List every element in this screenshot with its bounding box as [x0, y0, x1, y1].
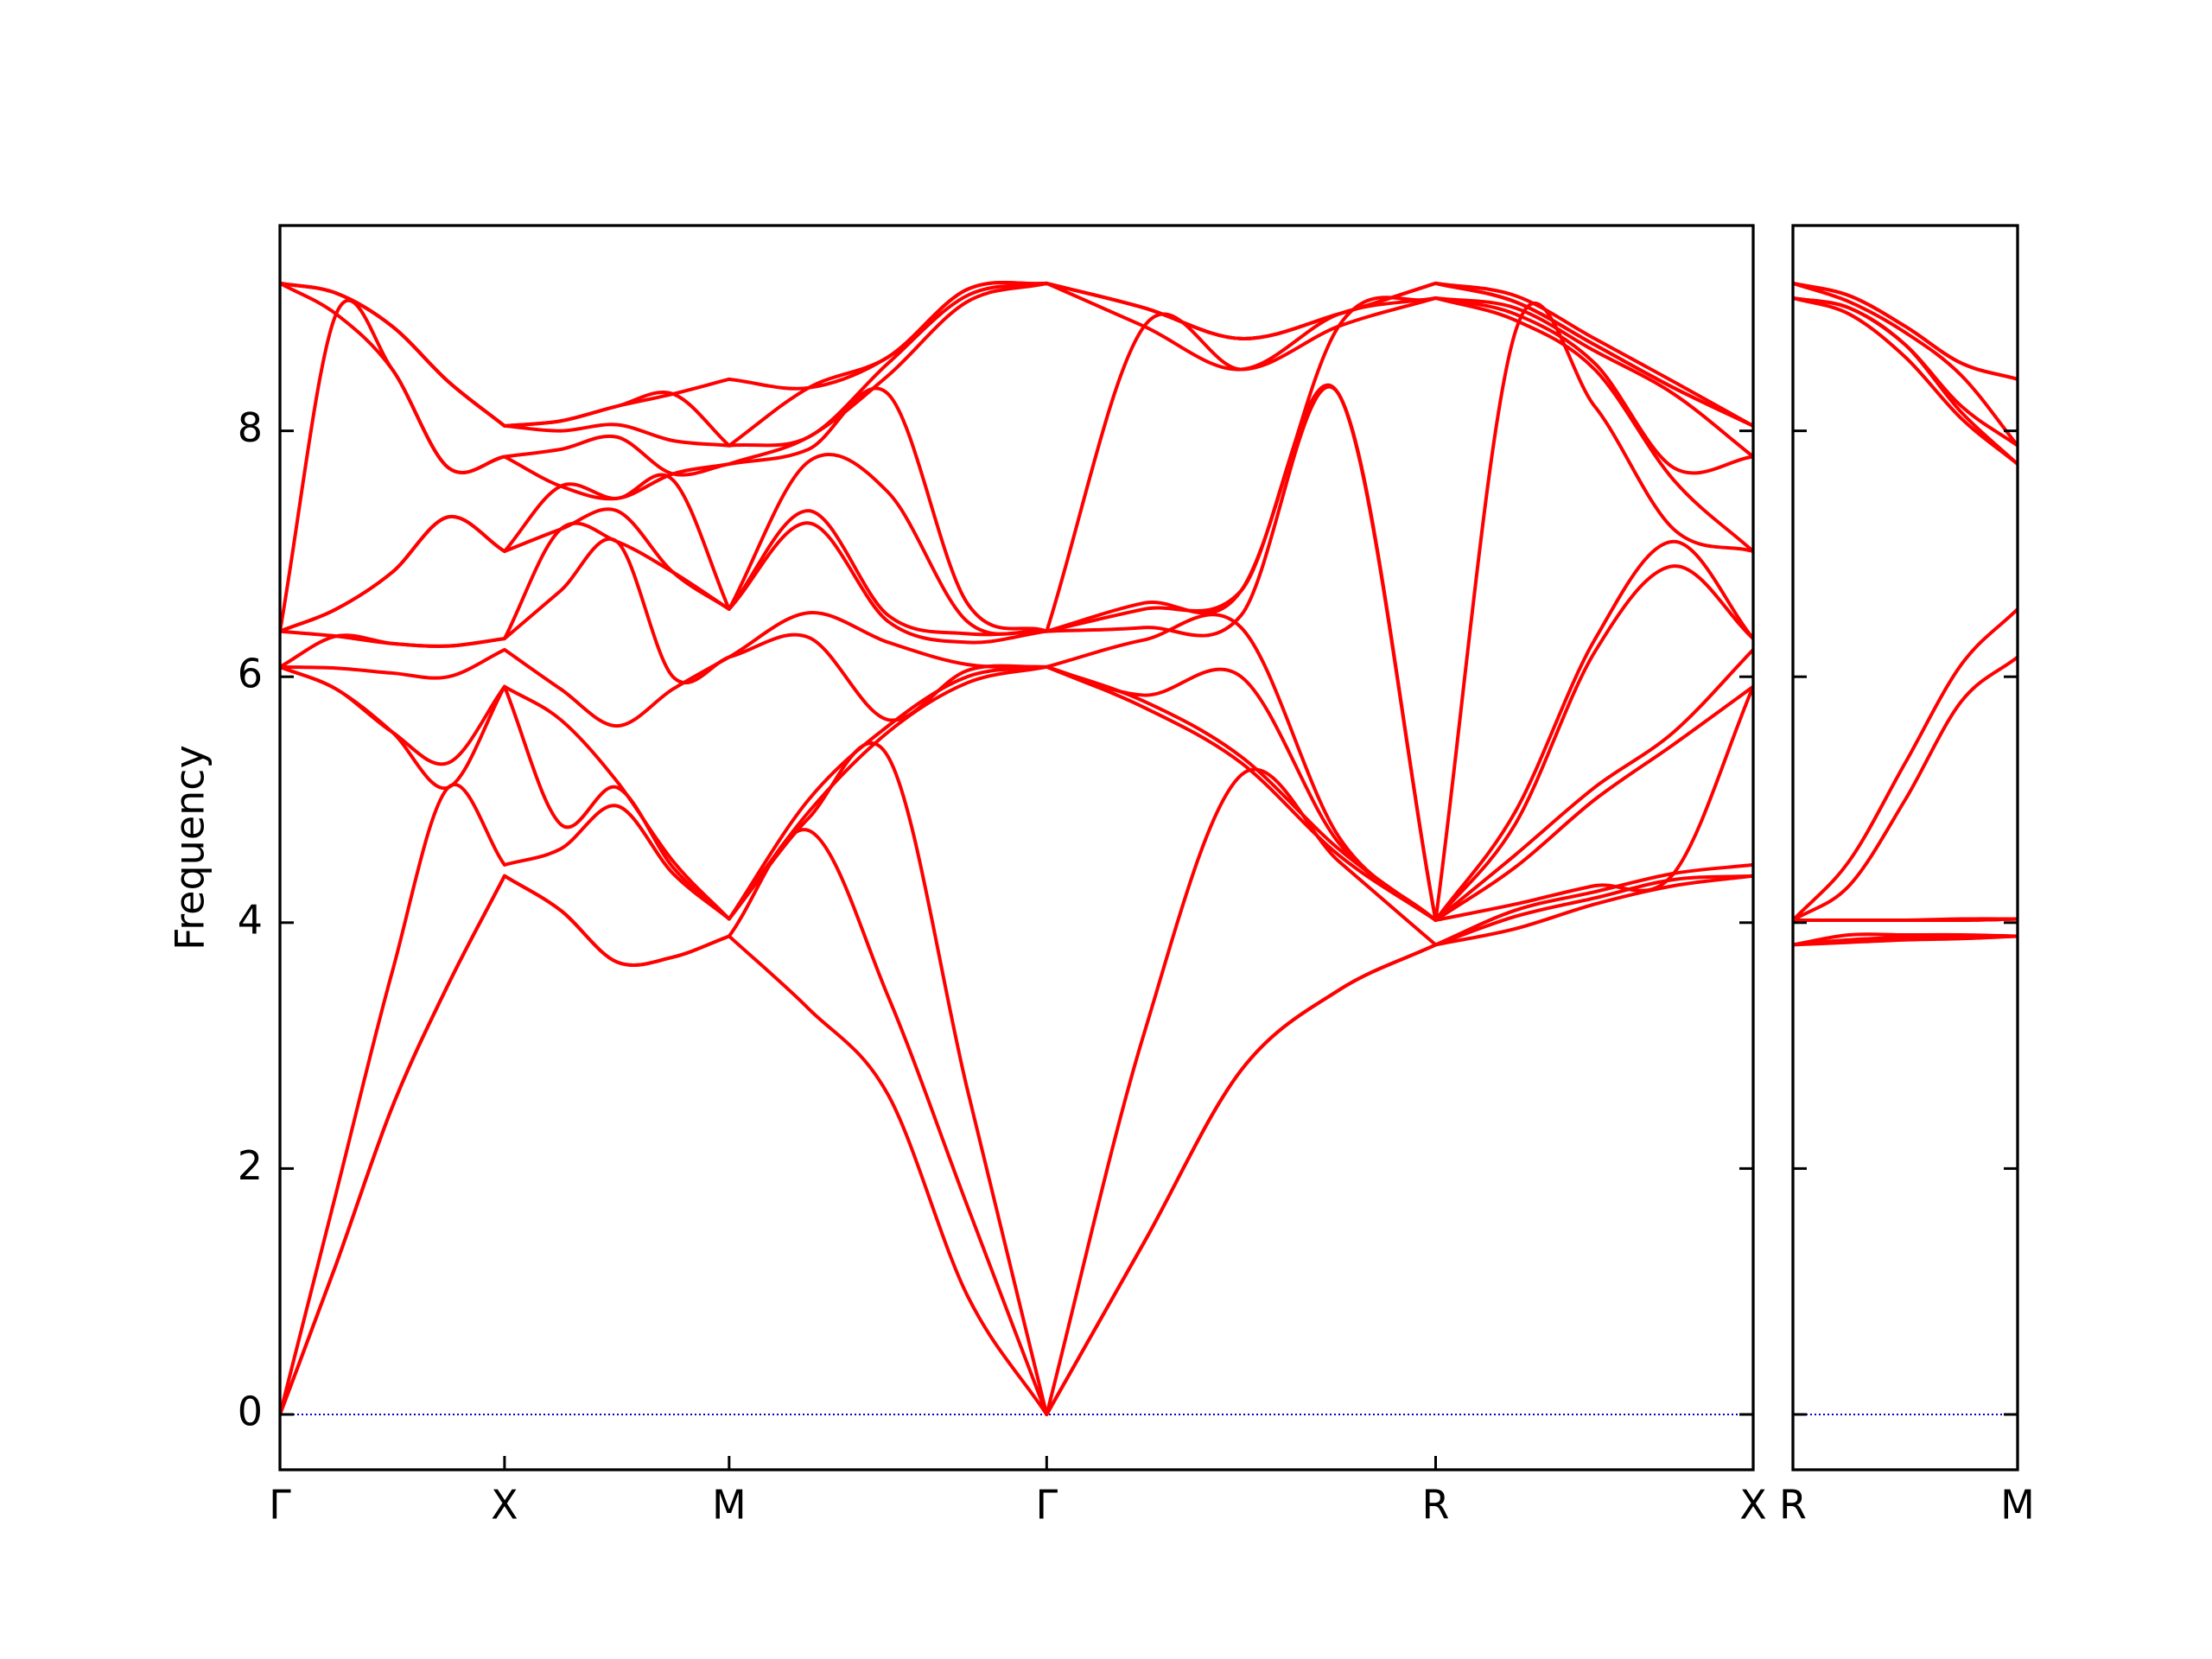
x-tick-label: Γ — [1036, 1482, 1058, 1529]
x-tick-label: Γ — [269, 1482, 291, 1529]
band-line — [280, 296, 1753, 636]
band-line — [1793, 281, 2018, 447]
y-tick-label: 0 — [238, 1388, 263, 1434]
y-axis-label: Frequency — [167, 745, 213, 950]
x-tick-label: X — [491, 1482, 518, 1529]
band-line — [280, 741, 1753, 1416]
x-tick-label: M — [2000, 1482, 2035, 1529]
x-tick-label: M — [712, 1482, 747, 1529]
band-line — [1793, 296, 2018, 466]
x-tick-label: X — [1739, 1482, 1767, 1529]
band-line — [1793, 934, 2018, 947]
band-line — [280, 664, 1753, 922]
band-line — [280, 664, 1753, 922]
x-tick-label: R — [1779, 1482, 1807, 1529]
plot-frame — [1791, 224, 2019, 1471]
band-line — [1793, 655, 2018, 922]
band-line — [1793, 607, 2018, 922]
x-tick-label: R — [1422, 1482, 1450, 1529]
band-line — [280, 281, 1753, 477]
y-tick-label: 8 — [238, 404, 263, 451]
y-tick-label: 6 — [238, 651, 263, 697]
band-line — [280, 632, 1753, 922]
band-line — [1793, 296, 2018, 448]
y-tick-label: 4 — [238, 896, 263, 943]
y-tick-label: 2 — [238, 1142, 263, 1189]
band-line — [1793, 917, 2018, 923]
plot-frame — [278, 224, 1755, 1471]
band-line — [280, 280, 1753, 428]
band-line — [1793, 281, 2018, 381]
band-line — [280, 385, 1753, 922]
band-line — [1793, 932, 2018, 947]
